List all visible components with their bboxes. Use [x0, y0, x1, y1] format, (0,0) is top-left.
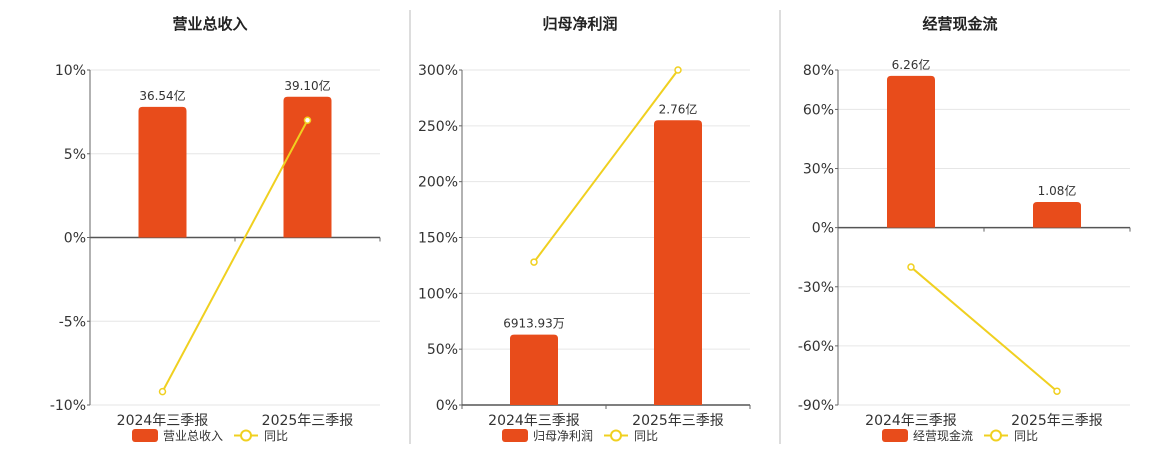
x-tick-label: 2025年三季报: [1011, 413, 1103, 429]
x-tick-label: 2024年三季报: [117, 413, 209, 429]
y-tick-label: -60%: [798, 339, 834, 355]
series-line: [161, 119, 309, 393]
data-label: 1.08亿: [1038, 183, 1077, 198]
legend-label-line: 同比: [1014, 429, 1038, 443]
y-tick-label: 30%: [803, 162, 834, 178]
x-tick-label: 2025年三季报: [262, 413, 354, 429]
line-point: [158, 387, 167, 396]
legend-swatch-bar: [502, 429, 528, 442]
legend-label-line: 同比: [634, 429, 658, 443]
y-tick-label: 200%: [418, 175, 458, 191]
legend-label-bar: 营业总收入: [163, 429, 223, 443]
legend-label-line: 同比: [264, 429, 288, 443]
bar: [283, 96, 332, 238]
data-label: 39.10亿: [284, 78, 330, 93]
y-tick-label: -5%: [59, 314, 86, 330]
series-line: [533, 69, 679, 263]
line-point: [907, 263, 915, 271]
y-tick-label: 250%: [418, 119, 458, 135]
data-label: 2.76亿: [659, 101, 698, 116]
line-point: [530, 258, 538, 266]
legend: 归母净利润 同比: [502, 429, 658, 443]
y-tick-label: 50%: [427, 342, 458, 358]
legend: 经营现金流 同比: [882, 428, 1038, 443]
bar: [654, 120, 702, 405]
y-tick-label: 0%: [64, 231, 86, 247]
chart-title: 经营现金流: [922, 15, 997, 33]
bar: [138, 106, 187, 238]
legend-swatch-bar: [882, 429, 908, 442]
line-point: [674, 66, 682, 74]
line-point: [1053, 387, 1061, 395]
data-label: 6.26亿: [892, 57, 931, 72]
bar: [1033, 202, 1081, 228]
y-tick-label: 80%: [803, 63, 834, 79]
data-label: 6913.93万: [503, 317, 565, 331]
chart-panel-net-profit: 归母净利润 300% 250% 200% 150% 100% 50% 0% 2024年三季报 2…: [418, 15, 751, 443]
y-tick-label: 0%: [812, 221, 834, 237]
bar: [510, 334, 558, 405]
y-tick-label: 0%: [436, 398, 458, 414]
legend-swatch-marker: [990, 429, 1002, 442]
y-tick-label: -10%: [50, 398, 86, 414]
legend: 营业总收入 同比: [132, 429, 288, 443]
y-tick-label: 100%: [418, 286, 458, 302]
chart-title: 归母净利润: [542, 15, 617, 33]
y-tick-label: -30%: [798, 280, 834, 296]
x-tick-label: 2024年三季报: [865, 413, 957, 429]
legend-swatch-marker: [240, 429, 252, 442]
y-tick-label: 300%: [418, 63, 458, 79]
line-point: [303, 116, 312, 124]
data-label: 36.54亿: [139, 88, 185, 103]
series-line: [910, 266, 1058, 392]
bar: [887, 75, 935, 228]
legend-swatch-bar: [132, 429, 158, 442]
y-tick-label: 150%: [418, 231, 458, 247]
chart-panel-cash-flow: 经营现金流 80% 60% 30% 0% -30% -60% -90% 2024年三季报 202…: [798, 15, 1131, 443]
y-tick-label: -90%: [798, 398, 834, 414]
legend-swatch-marker: [610, 429, 622, 442]
legend-label-bar: 经营现金流: [913, 428, 973, 443]
y-tick-label: 5%: [64, 147, 86, 163]
legend-label-bar: 归母净利润: [533, 429, 593, 443]
y-tick-label: 60%: [803, 102, 834, 118]
chart-panel-revenue: 营业总收入 10% 5% 0% -5% -10% 2024年三季报 2025年三季报 36.…: [50, 15, 381, 443]
y-tick-label: 10%: [55, 63, 86, 79]
x-tick-label: 2025年三季报: [632, 413, 724, 429]
chart-title: 营业总收入: [172, 15, 247, 33]
x-tick-label: 2024年三季报: [488, 413, 580, 429]
